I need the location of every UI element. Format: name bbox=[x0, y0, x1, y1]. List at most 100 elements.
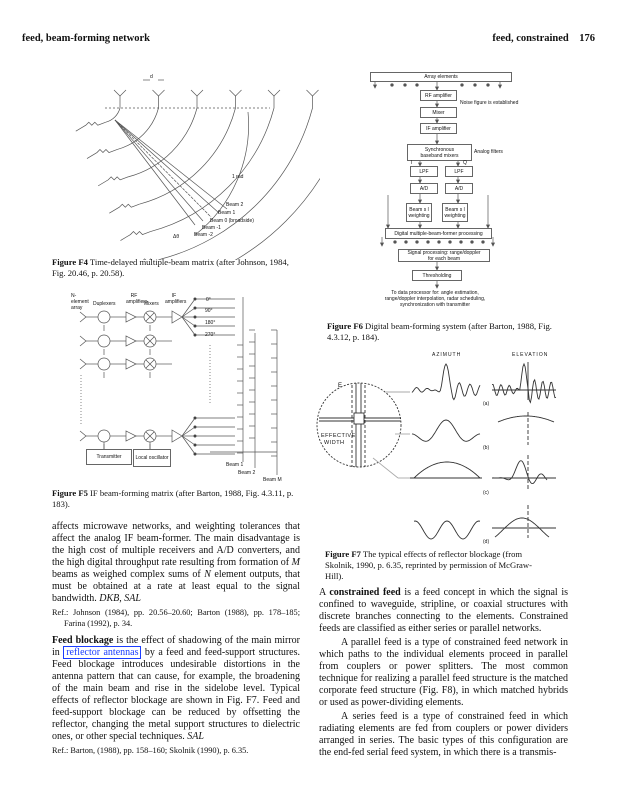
paragraph-parallel-feed: A parallel feed is a type of constrained… bbox=[319, 637, 568, 708]
f6-box-beam-weighting-1: Beam s l weighting bbox=[406, 203, 432, 222]
arrow-head bbox=[434, 284, 440, 289]
f6-note-output: To data processor for: angle estimation,… bbox=[360, 290, 510, 308]
figure-f4-caption: Figure F4 Time-delayed multiple-beam mat… bbox=[52, 257, 302, 279]
arrow-head bbox=[417, 224, 423, 229]
f6-note-i: I bbox=[411, 160, 413, 166]
mixer-icon bbox=[145, 336, 155, 346]
dot bbox=[473, 83, 477, 87]
caption-label: Figure F4 bbox=[52, 257, 88, 267]
arrow-head bbox=[455, 162, 461, 167]
f6-note-output-line: To data processor for: angle estimation, bbox=[391, 290, 479, 296]
mixer-icon bbox=[145, 359, 155, 369]
amplifier-icon bbox=[125, 311, 137, 323]
caption-text: Digital beam-forming system (after Barto… bbox=[327, 321, 552, 342]
connector-line bbox=[181, 435, 196, 455]
node-dot bbox=[193, 443, 197, 447]
node-dot bbox=[193, 416, 197, 420]
text: is the effect of shadowing of the main m… bbox=[52, 635, 300, 658]
arrow-head bbox=[417, 179, 423, 184]
caption-label: Figure F5 bbox=[52, 488, 88, 498]
f4-label-beam-minus2: Beam -2 bbox=[194, 232, 213, 238]
delay-line bbox=[116, 96, 159, 150]
node-dot bbox=[193, 425, 197, 429]
pattern-curve bbox=[413, 461, 481, 479]
f7-label-elevation: ELEVATION bbox=[512, 352, 549, 358]
f5-label-90deg: 90° bbox=[205, 308, 213, 314]
dot bbox=[470, 240, 474, 244]
text: by a feed and feed-support structures. F… bbox=[52, 647, 301, 742]
dot bbox=[415, 240, 419, 244]
amplifier-icon bbox=[171, 429, 183, 443]
dot bbox=[403, 83, 407, 87]
var-n: N bbox=[204, 569, 211, 580]
angle-arc bbox=[194, 111, 249, 236]
f6-note-analog: Analog filters bbox=[474, 149, 503, 155]
author-initials: SAL bbox=[187, 731, 204, 742]
reference: Ref.: Barton, (1988), pp. 158–160; Skoln… bbox=[52, 746, 249, 755]
paragraph-continuation: affects microwave networks, and weightin… bbox=[52, 521, 300, 605]
resistor-line bbox=[86, 149, 118, 159]
f5-label-duplexers: Duplexers bbox=[93, 301, 116, 307]
running-head-term: feed, constrained bbox=[492, 33, 569, 44]
caption-text: IF beam-forming matrix (after Barton, 19… bbox=[52, 488, 294, 509]
figure-f7-caption: Figure F7 The typical effects of reflect… bbox=[325, 549, 550, 582]
pattern-curve bbox=[492, 460, 548, 485]
arrow-head bbox=[497, 84, 503, 89]
figure-f7-drawing bbox=[316, 362, 557, 540]
pattern-curve bbox=[497, 415, 555, 423]
arrow-head bbox=[455, 179, 461, 184]
arrow-head bbox=[372, 84, 378, 89]
f6-box-ad-i: A/D bbox=[410, 183, 438, 194]
node-dot bbox=[193, 297, 197, 301]
f6-box-array-elements: Array elements bbox=[370, 72, 512, 82]
pattern-curve bbox=[411, 419, 481, 442]
text: element outputs, that must be obtained a… bbox=[52, 569, 300, 604]
running-head-left: feed, beam-forming network bbox=[22, 33, 151, 44]
mixer-icon bbox=[145, 431, 155, 441]
arrow-head bbox=[417, 162, 423, 167]
entry-term: constrained feed bbox=[329, 587, 401, 598]
reflector-antennas-link[interactable]: reflector antennas bbox=[63, 646, 142, 659]
amplifier-icon bbox=[125, 335, 137, 347]
dot bbox=[481, 240, 485, 244]
reference: Ref.: Johnson (1984), pp. 20.56–20.60; B… bbox=[52, 608, 300, 628]
f5-label-if: IF amplifiers bbox=[165, 293, 187, 305]
mixer-icon bbox=[145, 312, 155, 322]
f5-label-270deg: 270° bbox=[205, 332, 216, 338]
f6-box-lpf-q: LPF bbox=[445, 166, 473, 177]
f5-box-transmitter: Transmitter bbox=[86, 449, 132, 465]
feed-box bbox=[353, 412, 365, 425]
delay-line bbox=[150, 96, 275, 232]
text: A bbox=[319, 587, 330, 598]
connector-line bbox=[181, 316, 196, 327]
delay-line bbox=[128, 96, 198, 178]
delay-line bbox=[161, 96, 313, 260]
node-dot bbox=[193, 324, 197, 328]
node-dot bbox=[193, 315, 197, 319]
f7-label-d: (d) bbox=[483, 539, 490, 545]
connector-line bbox=[181, 426, 196, 437]
caption-label: Figure F6 bbox=[327, 321, 363, 331]
arrow-head bbox=[379, 242, 385, 247]
f5-label-0deg: 0° bbox=[206, 297, 211, 303]
beam-ray bbox=[114, 119, 212, 218]
f6-box-signal-processing: Signal processing: range/doppler for eac… bbox=[398, 249, 490, 262]
f6-box-mixer: Mixer bbox=[420, 107, 457, 118]
pattern-curve bbox=[411, 363, 481, 401]
entry-term: Feed blockage bbox=[52, 635, 114, 646]
f4-label-beam-minus1: Beam -1 bbox=[202, 225, 221, 231]
f5-label-mixers: Mixers bbox=[144, 301, 159, 307]
dot bbox=[459, 240, 463, 244]
connector-line bbox=[181, 307, 196, 318]
f7-label-e: E bbox=[338, 383, 343, 389]
delay-line bbox=[105, 96, 121, 123]
resistor-line bbox=[75, 121, 106, 132]
pattern-curve bbox=[413, 520, 481, 540]
f7-label-azimuth: AZIMUTH bbox=[432, 352, 462, 358]
arrow-head bbox=[434, 140, 440, 145]
beam-ray bbox=[114, 119, 228, 210]
figure-f4: d 1 rad Beam 2 Beam 1 Beam 0 (broadside)… bbox=[0, 0, 320, 260]
dot bbox=[390, 83, 394, 87]
leader-line bbox=[372, 457, 399, 479]
resistor-line bbox=[97, 176, 129, 187]
